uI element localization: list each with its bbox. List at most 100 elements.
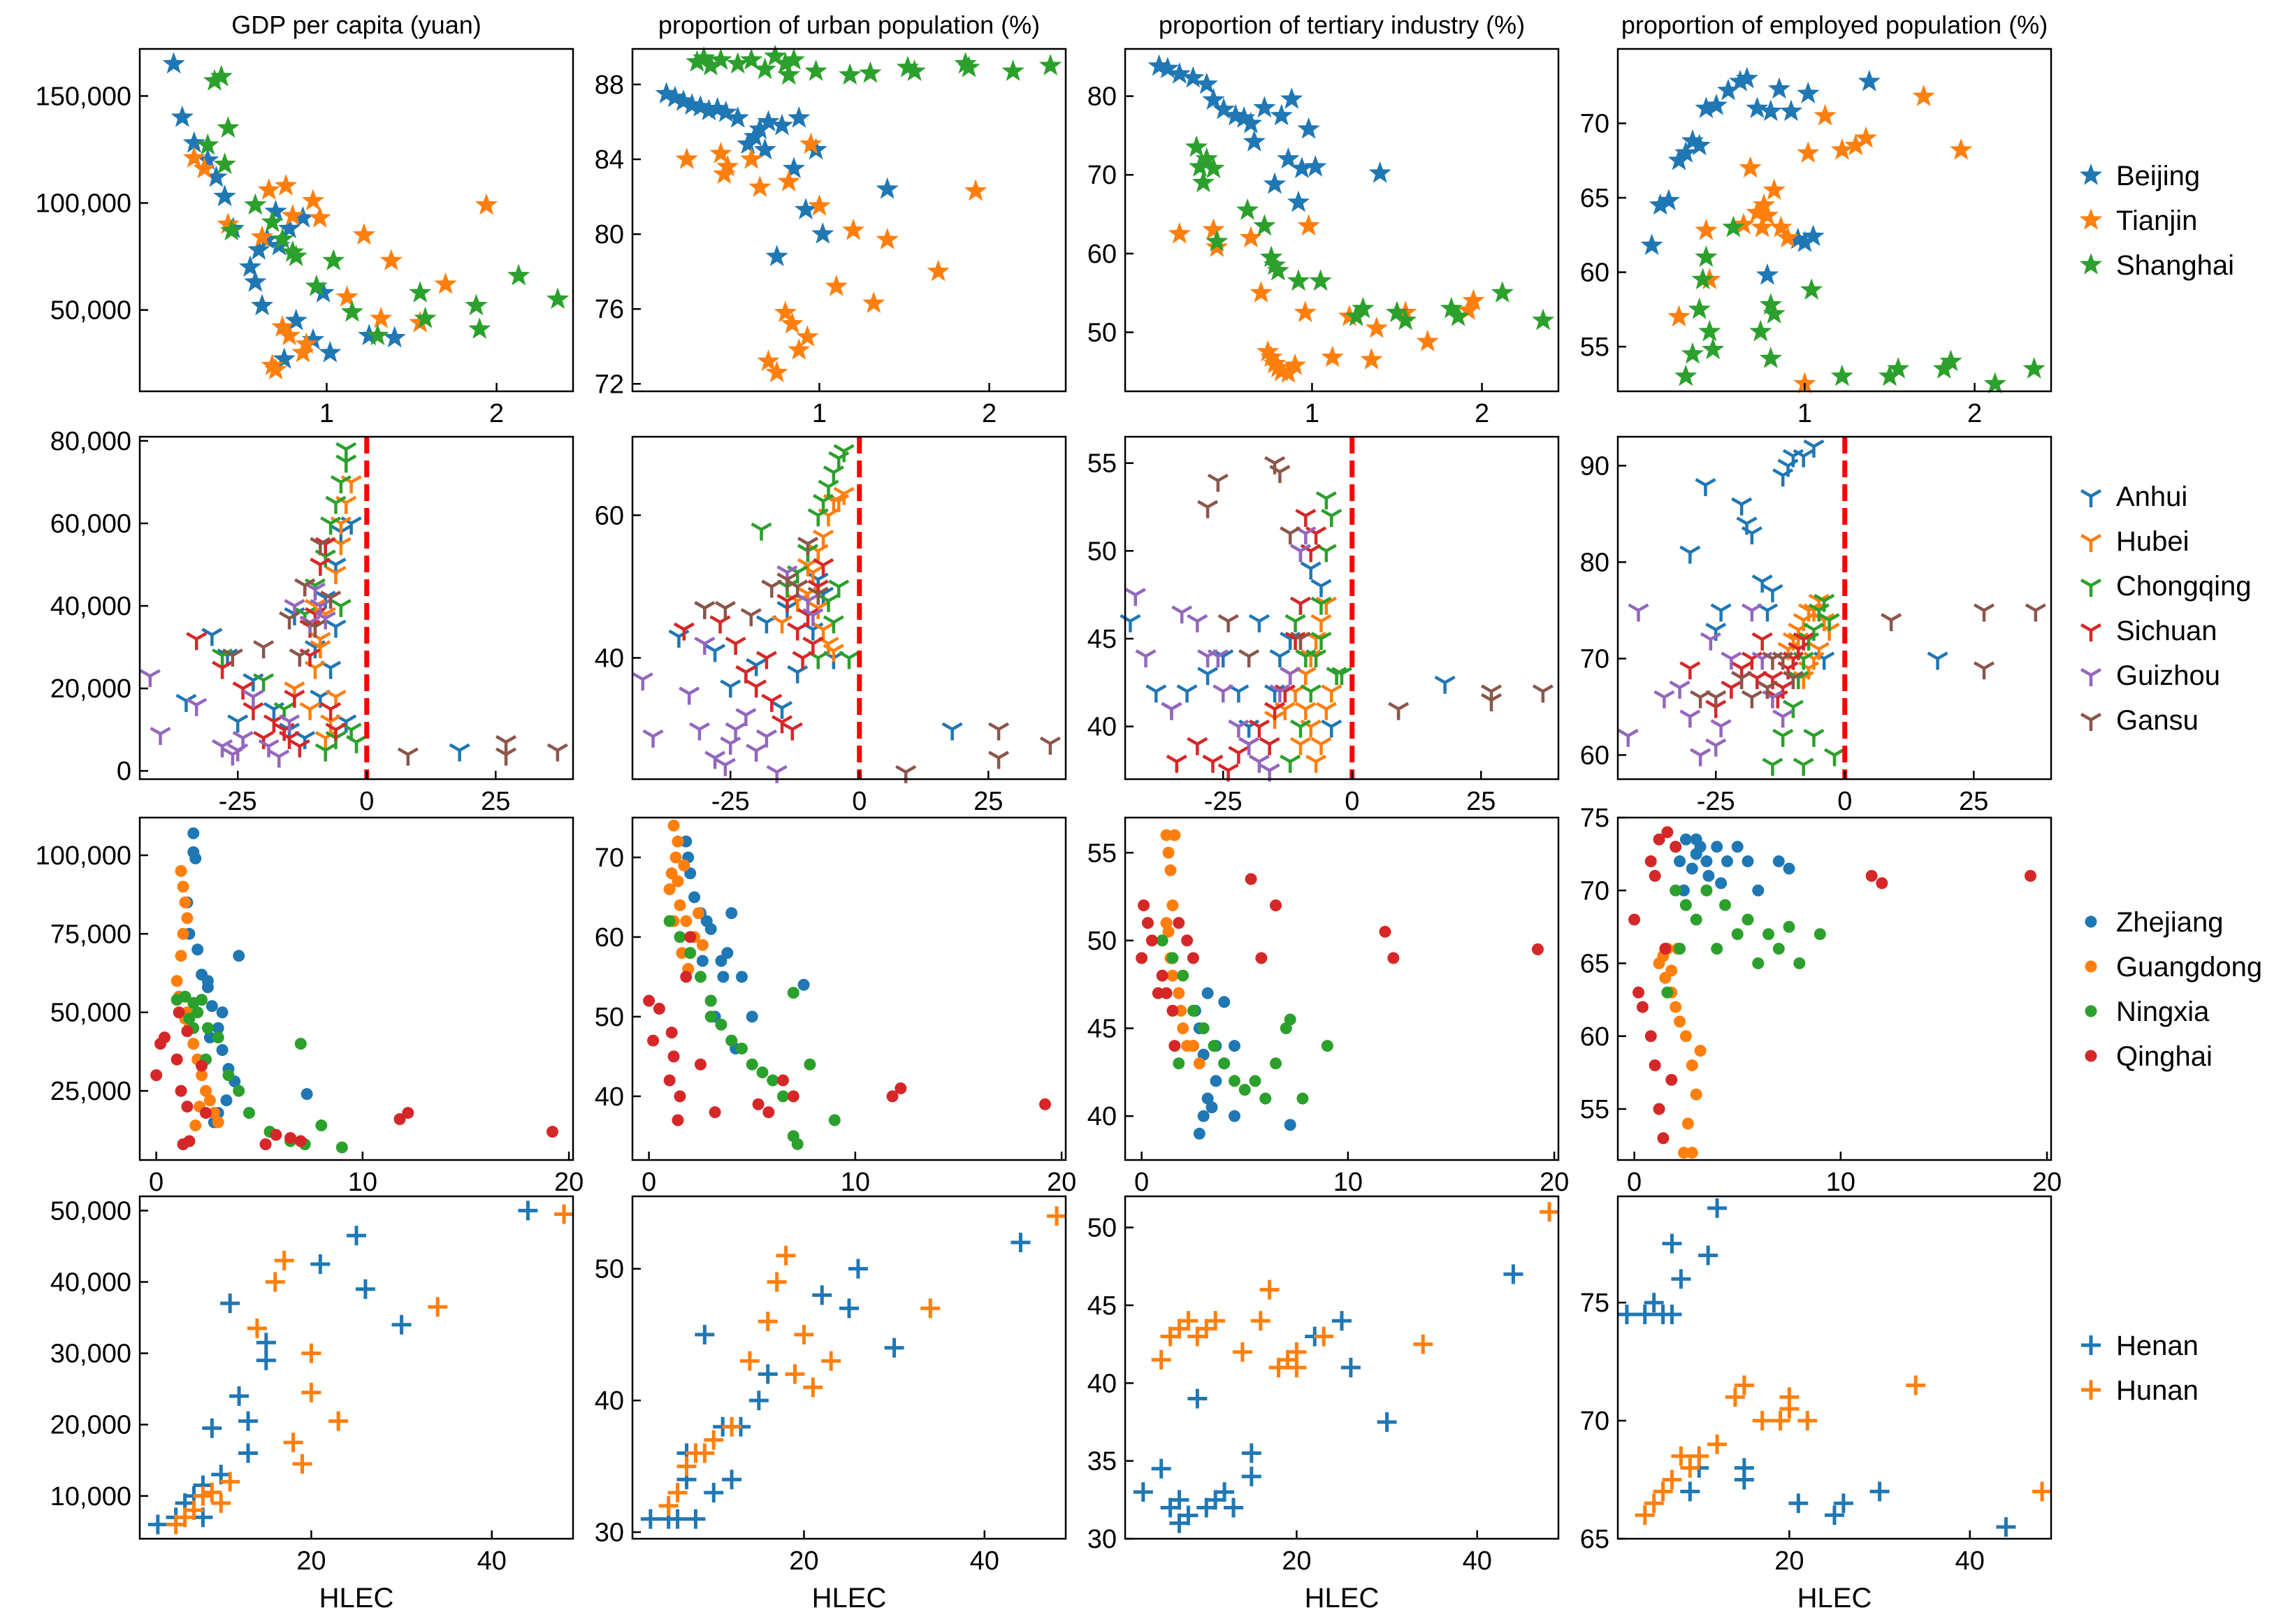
point-shanghai: [213, 152, 236, 175]
point-hubei: [1295, 702, 1317, 720]
point-beijing: [1297, 117, 1320, 139]
point-shanghai: [1309, 269, 1332, 291]
point-hubei: [1310, 614, 1332, 632]
point-guizhou: [720, 737, 741, 755]
point-tianjin: [781, 312, 804, 334]
point-guangdong: [203, 1094, 216, 1107]
point-tianjin: [709, 141, 732, 164]
point-beijing: [782, 157, 806, 179]
point-ningxia: [1700, 884, 1713, 897]
point-ningxia: [294, 1038, 307, 1050]
x-axis-label: HLEC: [1797, 1583, 1872, 1614]
point-tianjin: [1732, 212, 1755, 235]
point-henan: [1215, 1482, 1235, 1502]
point-beijing: [1212, 97, 1236, 119]
y-tick-label: 60: [1580, 1022, 1609, 1052]
point-chongqing: [1803, 623, 1825, 641]
point-ningxia: [1742, 913, 1754, 926]
point-hunan: [704, 1430, 724, 1450]
point-ningxia: [1711, 943, 1723, 955]
panel-row-4-col-2: 20 40 30 40 50 HLEC: [595, 1195, 1067, 1614]
point-tianjin: [740, 147, 763, 169]
point-hunan: [1797, 1411, 1818, 1431]
point-shanghai: [782, 48, 806, 70]
point-gansu: [1280, 526, 1301, 545]
point-zhejiang: [212, 1022, 224, 1034]
point-beijing: [1195, 72, 1218, 94]
point-shanghai: [1287, 269, 1310, 291]
point-henan: [1671, 1269, 1691, 1289]
point-zhejiang: [1674, 855, 1686, 868]
point-guangdong: [181, 912, 194, 925]
point-beijing: [291, 205, 314, 228]
y-tick-label: 70: [1580, 1407, 1609, 1436]
point-ningxia: [196, 994, 208, 1006]
point-sichuan: [1228, 746, 1250, 764]
plot-frame: [631, 1195, 1067, 1540]
point-qinghai: [667, 1050, 680, 1063]
point-tianjin: [257, 178, 280, 200]
x-tick-label: 2: [1475, 399, 1489, 428]
point-anhui: [772, 700, 793, 719]
point-zhejiang: [1690, 833, 1702, 846]
y-tick-label: 76: [595, 295, 624, 324]
point-ningxia: [315, 1119, 328, 1132]
x-tick-label: -25: [711, 787, 750, 816]
x-tick-label: 1: [1305, 399, 1319, 428]
point-guangdong: [175, 864, 187, 877]
point-guizhou: [1690, 748, 1711, 767]
point-tianjin: [808, 194, 831, 216]
point-guizhou: [1171, 605, 1193, 624]
point-guizhou: [1187, 614, 1208, 632]
point-sichuan: [289, 739, 310, 757]
point-chongqing: [1310, 596, 1332, 615]
point-hunan: [758, 1312, 778, 1332]
legend-marker-hunan: [2081, 1380, 2101, 1400]
y-tick-label: 60: [595, 923, 624, 952]
y-tick-label: 70: [595, 843, 624, 873]
column-title: proportion of urban population (%): [658, 10, 1040, 39]
y-tick-label: 50: [1087, 1214, 1117, 1243]
point-qinghai: [643, 994, 656, 1007]
legend-row-3: Zhejiang Guangdong Ningxia Qinghai: [2085, 907, 2262, 1072]
x-tick-label: 2: [982, 399, 997, 428]
point-guizhou: [1124, 588, 1146, 607]
point-qinghai: [680, 971, 693, 983]
point-gansu: [740, 608, 762, 627]
point-qinghai: [665, 1027, 678, 1039]
point-shanghai: [1702, 338, 1725, 360]
point-zhejiang: [715, 955, 727, 967]
point-shanghai: [1932, 357, 1955, 379]
point-hunan: [1752, 1411, 1772, 1431]
point-ningxia: [1783, 920, 1795, 933]
x-tick-label: 20: [1047, 1168, 1076, 1197]
point-shanghai: [1749, 319, 1772, 342]
legend-marker-guangdong: [2085, 960, 2097, 973]
point-shanghai: [196, 133, 219, 155]
point-beijing: [196, 148, 219, 170]
point-qinghai: [393, 1113, 406, 1126]
point-qinghai: [787, 1090, 799, 1103]
panel-row-3-col-3: 0 10 20 40 45 50 55: [1087, 816, 1569, 1197]
point-gansu: [1388, 702, 1410, 720]
point-ningxia: [1228, 1075, 1240, 1087]
point-henan: [812, 1285, 832, 1305]
point-hubei: [1305, 754, 1327, 773]
point-shanghai: [686, 50, 709, 72]
point-beijing: [770, 113, 794, 136]
point-beijing: [250, 293, 274, 316]
point-zhejiang: [1679, 833, 1692, 846]
point-ningxia: [828, 1114, 841, 1126]
point-shanghai: [839, 63, 862, 85]
point-tianjin: [1365, 316, 1388, 338]
point-qinghai: [1649, 1059, 1661, 1071]
point-shanghai: [1038, 54, 1062, 75]
point-ningxia: [1156, 934, 1168, 947]
point-zhejiang: [1218, 996, 1231, 1008]
point-tianjin: [291, 340, 314, 363]
point-hubei: [813, 622, 834, 641]
point-sichuan: [735, 665, 757, 683]
point-beijing: [876, 177, 899, 199]
x-tick-label: 0: [359, 787, 374, 816]
point-sichuan: [1289, 596, 1311, 615]
